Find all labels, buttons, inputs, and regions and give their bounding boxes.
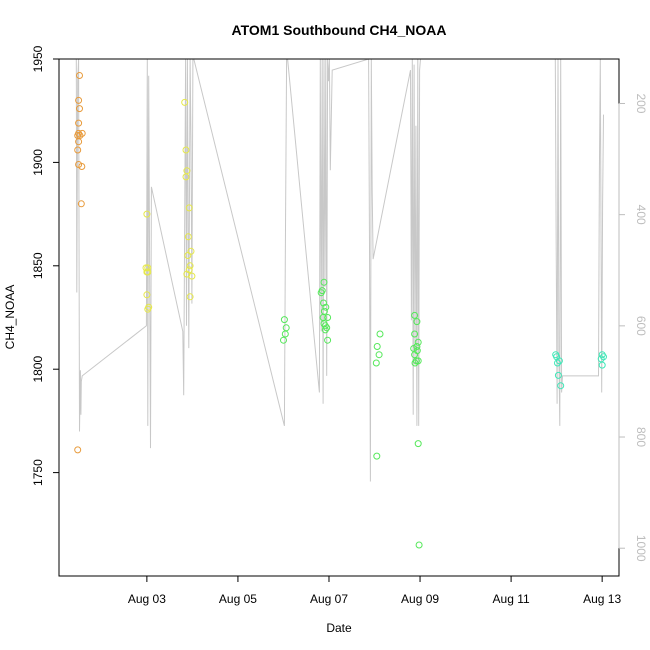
y2-tick-label: 1000 <box>634 535 648 562</box>
data-point <box>184 233 192 241</box>
x-axis: Aug 03 Aug 05 Aug 07 Aug 09 Aug 11 Aug 13 <box>128 575 621 606</box>
altitude-track-line <box>75 58 604 482</box>
data-point <box>144 264 152 272</box>
data-point <box>414 338 422 346</box>
data-point <box>280 316 288 324</box>
x-tick-label: Aug 09 <box>401 592 439 606</box>
data-point <box>75 96 83 104</box>
y2-tick-label: 200 <box>634 93 648 113</box>
data-point <box>322 303 330 311</box>
data-point <box>75 138 83 146</box>
data-point <box>74 146 82 154</box>
data-point <box>555 357 563 365</box>
data-point <box>320 278 328 286</box>
data-point <box>76 105 83 113</box>
x-tick-label: Aug 05 <box>219 592 257 606</box>
data-point <box>77 200 85 208</box>
data-point <box>184 252 192 259</box>
data-point <box>74 446 82 454</box>
y-tick-label: 1850 <box>31 252 45 279</box>
data-point <box>321 322 329 330</box>
x-tick-label: Aug 07 <box>310 592 348 606</box>
data-point <box>414 440 422 448</box>
data-point <box>182 146 190 154</box>
data-point <box>182 173 190 181</box>
data-point <box>411 330 419 338</box>
chart-title: ATOM1 Southbound CH4_NOAA <box>232 22 447 38</box>
data-point <box>181 98 189 106</box>
data-point <box>185 204 193 212</box>
data-point <box>78 129 86 137</box>
data-point <box>186 262 194 270</box>
data-point <box>415 541 423 549</box>
data-point <box>185 266 193 274</box>
data-point <box>143 291 151 299</box>
y-tick-label: 1900 <box>31 149 45 176</box>
data-point <box>143 210 151 218</box>
data-point <box>413 318 421 326</box>
data-point <box>78 163 86 170</box>
x-tick-label: Aug 03 <box>128 592 166 606</box>
y-tick-label: 1800 <box>31 356 45 383</box>
data-point <box>321 326 329 334</box>
data-point <box>375 351 383 359</box>
data-point <box>554 371 562 379</box>
secondary-y-axis: 200 400 600 800 1000 <box>618 93 648 562</box>
data-point <box>144 305 152 313</box>
y2-tick-label: 400 <box>634 205 648 225</box>
data-point <box>411 359 419 367</box>
y2-tick-label: 600 <box>634 316 648 336</box>
data-point <box>324 314 332 321</box>
data-point <box>188 272 196 280</box>
x-tick-label: Aug 11 <box>493 592 530 606</box>
data-point <box>598 361 606 369</box>
data-point <box>76 72 83 79</box>
data-point <box>324 336 332 344</box>
data-point <box>372 359 380 367</box>
altitude-track-layer <box>75 58 604 482</box>
data-point <box>75 119 83 127</box>
y2-tick-label: 800 <box>634 427 648 447</box>
y-tick-label: 1750 <box>31 459 45 486</box>
data-point <box>411 351 419 359</box>
data-point <box>144 268 152 276</box>
data-point <box>280 336 287 344</box>
data-point <box>282 324 290 332</box>
data-point <box>281 330 289 338</box>
data-point <box>373 452 381 460</box>
y-axis: 1750 1800 1850 1900 1950 <box>31 45 60 486</box>
data-point <box>557 382 565 390</box>
data-point <box>554 359 561 367</box>
data-point <box>600 353 607 361</box>
data-point <box>411 311 419 319</box>
data-point <box>376 330 384 338</box>
y-axis-label: CH4_NOAA <box>3 285 17 350</box>
data-points-layer <box>74 72 607 549</box>
x-axis-label: Date <box>326 621 352 635</box>
data-point <box>317 289 325 297</box>
y-tick-label: 1950 <box>31 45 45 72</box>
data-point <box>320 299 327 307</box>
x-tick-label: Aug 13 <box>583 592 621 606</box>
data-point <box>186 293 194 301</box>
data-point <box>373 343 381 350</box>
plot-frame <box>58 58 620 577</box>
